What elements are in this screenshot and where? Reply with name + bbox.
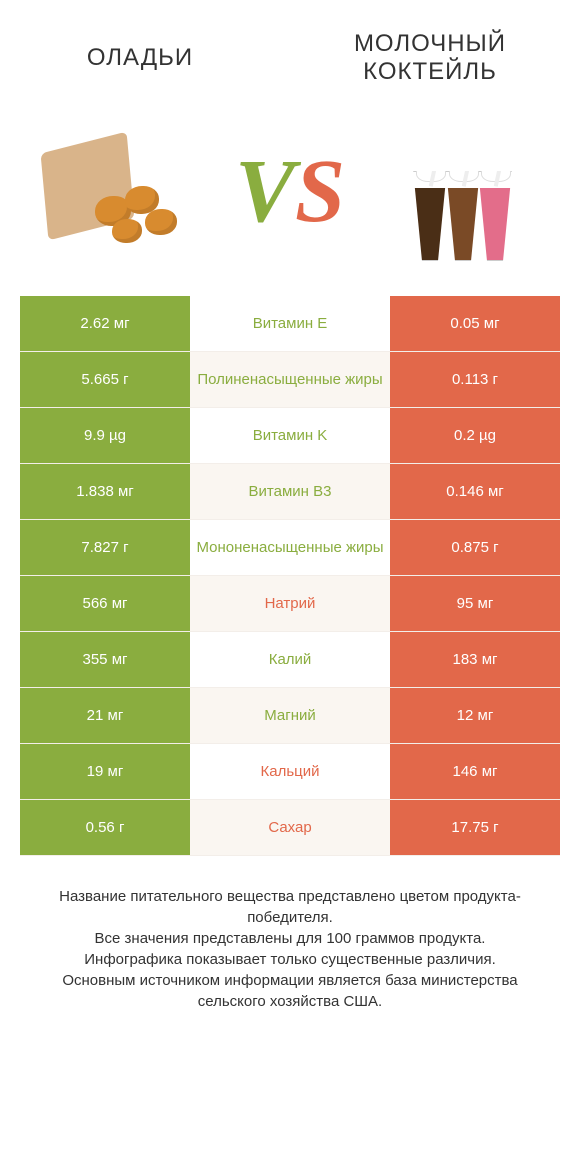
- product-left-title: ОЛАДЬИ: [40, 44, 240, 72]
- cell-nutrient-label: Мононенасыщенные жиры: [190, 520, 390, 575]
- vs-label: VS: [235, 140, 345, 243]
- table-row: 21 мгМагний12 мг: [20, 688, 560, 744]
- cell-nutrient-label: Натрий: [190, 576, 390, 631]
- footer-line: Все значения представлены для 100 граммо…: [30, 928, 550, 949]
- table-row: 2.62 мгВитамин E0.05 мг: [20, 296, 560, 352]
- cell-right-value: 183 мг: [390, 632, 560, 687]
- cell-nutrient-label: Витамин K: [190, 408, 390, 463]
- header: ОЛАДЬИ МОЛОЧНЫЙ КОКТЕЙЛЬ: [0, 0, 580, 96]
- product-right-image: [370, 116, 550, 266]
- vs-s: S: [295, 140, 345, 243]
- table-row: 19 мгКальций146 мг: [20, 744, 560, 800]
- cell-nutrient-label: Витамин E: [190, 296, 390, 351]
- cell-nutrient-label: Сахар: [190, 800, 390, 855]
- cell-right-value: 0.875 г: [390, 520, 560, 575]
- cell-nutrient-label: Полиненасыщенные жиры: [190, 352, 390, 407]
- cell-right-value: 95 мг: [390, 576, 560, 631]
- cell-nutrient-label: Магний: [190, 688, 390, 743]
- cell-left-value: 355 мг: [20, 632, 190, 687]
- cell-nutrient-label: Калий: [190, 632, 390, 687]
- milkshake-icon: [375, 116, 545, 266]
- cell-nutrient-label: Кальций: [190, 744, 390, 799]
- cell-right-value: 146 мг: [390, 744, 560, 799]
- images-row: VS: [0, 96, 580, 296]
- comparison-table: 2.62 мгВитамин E0.05 мг5.665 гПолиненасы…: [0, 296, 580, 856]
- cell-left-value: 9.9 µg: [20, 408, 190, 463]
- cell-nutrient-label: Витамин B3: [190, 464, 390, 519]
- footer-line: Инфографика показывает только существенн…: [30, 949, 550, 970]
- cell-left-value: 19 мг: [20, 744, 190, 799]
- product-left-image: [30, 131, 210, 251]
- table-row: 0.56 гСахар17.75 г: [20, 800, 560, 856]
- cell-right-value: 0.2 µg: [390, 408, 560, 463]
- cell-right-value: 17.75 г: [390, 800, 560, 855]
- cell-left-value: 7.827 г: [20, 520, 190, 575]
- table-row: 355 мгКалий183 мг: [20, 632, 560, 688]
- cell-left-value: 566 мг: [20, 576, 190, 631]
- cell-left-value: 2.62 мг: [20, 296, 190, 351]
- cell-left-value: 21 мг: [20, 688, 190, 743]
- footer-note: Название питательного вещества представл…: [0, 856, 580, 1012]
- pancakes-icon: [40, 131, 200, 251]
- product-right-title: МОЛОЧНЫЙ КОКТЕЙЛЬ: [320, 30, 540, 86]
- cell-left-value: 0.56 г: [20, 800, 190, 855]
- vs-v: V: [235, 140, 295, 243]
- table-row: 9.9 µgВитамин K0.2 µg: [20, 408, 560, 464]
- cell-right-value: 0.146 мг: [390, 464, 560, 519]
- cell-left-value: 1.838 мг: [20, 464, 190, 519]
- table-row: 566 мгНатрий95 мг: [20, 576, 560, 632]
- cell-right-value: 12 мг: [390, 688, 560, 743]
- table-row: 5.665 гПолиненасыщенные жиры0.113 г: [20, 352, 560, 408]
- table-row: 7.827 гМононенасыщенные жиры0.875 г: [20, 520, 560, 576]
- cell-right-value: 0.113 г: [390, 352, 560, 407]
- table-row: 1.838 мгВитамин B30.146 мг: [20, 464, 560, 520]
- footer-line: Основным источником информации является …: [30, 970, 550, 1012]
- cell-right-value: 0.05 мг: [390, 296, 560, 351]
- cell-left-value: 5.665 г: [20, 352, 190, 407]
- footer-line: Название питательного вещества представл…: [30, 886, 550, 928]
